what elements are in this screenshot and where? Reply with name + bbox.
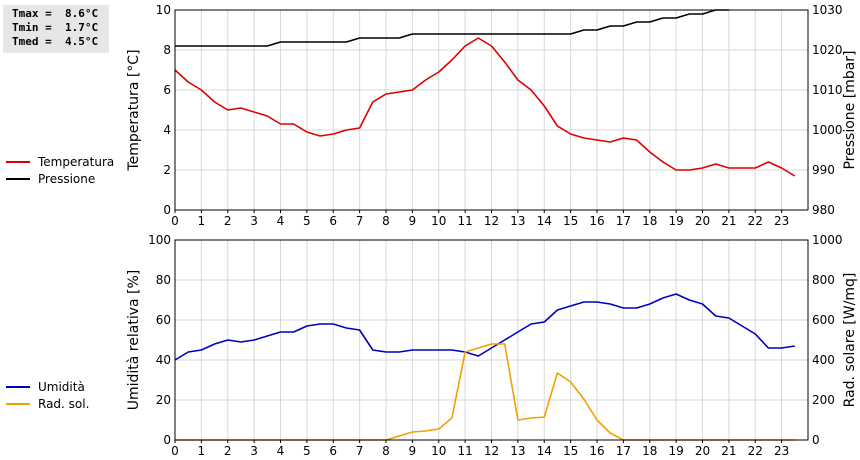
x-tick-label: 0 — [171, 444, 179, 458]
temp-pressure-panel: 0 1 2 3 4 5 6 7 8 9 10 11 12 13 14 15 16 17 18 19 20 21 22 2302… — [6, 3, 858, 228]
y2-tick-label: 0 — [812, 433, 820, 447]
x-tick-label: 10 — [431, 214, 446, 228]
y-tick-label: 10 — [156, 3, 171, 17]
x-tick-label: 2 — [224, 444, 232, 458]
y2-tick-label: 1010 — [812, 83, 843, 97]
y2-tick-label: 1000 — [812, 233, 843, 247]
x-tick-label: 11 — [457, 444, 472, 458]
y-tick-label: 0 — [163, 433, 171, 447]
y2-tick-label: 980 — [812, 203, 835, 217]
tmax-text: Tmax = 8.6°C — [12, 7, 99, 20]
y-tick-label: 80 — [156, 273, 171, 287]
series-line-umidità — [174, 293, 795, 361]
x-tick-label: 19 — [668, 444, 683, 458]
legend-label-rad-sol: Rad. sol. — [38, 397, 89, 411]
x-tick-label: 6 — [329, 214, 337, 228]
x-tick-label: 12 — [484, 214, 499, 228]
legend-label-umidità: Umidità — [38, 380, 85, 394]
y2-tick-label: 600 — [812, 313, 835, 327]
y2-axis-title: Pressione [mbar] — [842, 50, 858, 169]
x-tick-label: 1 — [198, 214, 206, 228]
x-tick-label: 9 — [409, 444, 417, 458]
x-tick-label: 20 — [695, 444, 710, 458]
x-tick-label: 20 — [695, 214, 710, 228]
x-tick-label: 22 — [748, 214, 763, 228]
x-tick-label: 6 — [329, 444, 337, 458]
x-tick-label: 23 — [774, 214, 789, 228]
y2-tick-label: 400 — [812, 353, 835, 367]
y2-tick-label: 1030 — [812, 3, 843, 17]
x-tick-label: 11 — [457, 214, 472, 228]
tmed-text: Tmed = 4.5°C — [12, 35, 99, 48]
x-tick-label: 21 — [721, 444, 736, 458]
x-tick-label: 5 — [303, 214, 311, 228]
series-line-pressione — [175, 9, 729, 47]
x-tick-label: 22 — [748, 444, 763, 458]
x-tick-label: 16 — [589, 444, 604, 458]
x-tick-label: 18 — [642, 444, 657, 458]
x-tick-label: 1 — [198, 444, 206, 458]
x-tick-label: 15 — [563, 214, 578, 228]
y-tick-label: 100 — [148, 233, 171, 247]
y2-axis-title: Rad. solare [W/mq] — [842, 273, 858, 408]
y-tick-label: 8 — [163, 43, 171, 57]
x-tick-label: 13 — [510, 214, 525, 228]
y-tick-label: 6 — [163, 83, 171, 97]
x-tick-label: 9 — [409, 214, 417, 228]
x-tick-label: 3 — [250, 214, 258, 228]
y-tick-label: 60 — [156, 313, 171, 327]
x-tick-label: 12 — [484, 444, 499, 458]
series-line-rad-sol — [175, 343, 795, 441]
x-tick-label: 8 — [382, 214, 390, 228]
summary-stats-box: Tmax = 8.6°C Tmin = 1.7°C Tmed = 4.5°C — [3, 5, 109, 53]
x-tick-label: 15 — [563, 444, 578, 458]
y-tick-label: 40 — [156, 353, 171, 367]
x-tick-label: 17 — [616, 214, 631, 228]
y2-tick-label: 800 — [812, 273, 835, 287]
x-tick-label: 10 — [431, 444, 446, 458]
x-tick-label: 7 — [356, 214, 364, 228]
x-tick-label: 2 — [224, 214, 232, 228]
series-line-temperatura — [174, 37, 796, 177]
x-tick-label: 14 — [537, 444, 552, 458]
y-tick-label: 0 — [163, 203, 171, 217]
x-tick-label: 19 — [668, 214, 683, 228]
y2-tick-label: 1020 — [812, 43, 843, 57]
x-tick-label: 17 — [616, 444, 631, 458]
y-axis-title: Umidità relativa [%] — [126, 270, 142, 411]
x-tick-label: 3 — [250, 444, 258, 458]
y-axis-title: Temperatura [°C] — [126, 49, 142, 171]
x-tick-label: 4 — [277, 444, 285, 458]
x-tick-label: 21 — [721, 214, 736, 228]
x-tick-label: 14 — [537, 214, 552, 228]
x-tick-label: 0 — [171, 214, 179, 228]
x-tick-label: 16 — [589, 214, 604, 228]
y2-tick-label: 1000 — [812, 123, 843, 137]
y-tick-label: 4 — [163, 123, 171, 137]
humidity-radiation-panel: 0 1 2 3 4 5 6 7 8 9 10 11 12 13 14 15 16 17 18 19 20 21 22 2302… — [6, 233, 858, 458]
x-tick-label: 7 — [356, 444, 364, 458]
x-tick-label: 13 — [510, 444, 525, 458]
x-tick-label: 5 — [303, 444, 311, 458]
legend-label-temperatura: Temperatura — [37, 155, 114, 169]
y-tick-label: 20 — [156, 393, 171, 407]
x-tick-label: 4 — [277, 214, 285, 228]
y-tick-label: 2 — [163, 163, 171, 177]
x-tick-label: 8 — [382, 444, 390, 458]
x-tick-label: 18 — [642, 214, 657, 228]
y2-tick-label: 200 — [812, 393, 835, 407]
tmin-text: Tmin = 1.7°C — [12, 21, 99, 34]
legend-label-pressione: Pressione — [38, 172, 95, 186]
x-tick-label: 23 — [774, 444, 789, 458]
y2-tick-label: 990 — [812, 163, 835, 177]
